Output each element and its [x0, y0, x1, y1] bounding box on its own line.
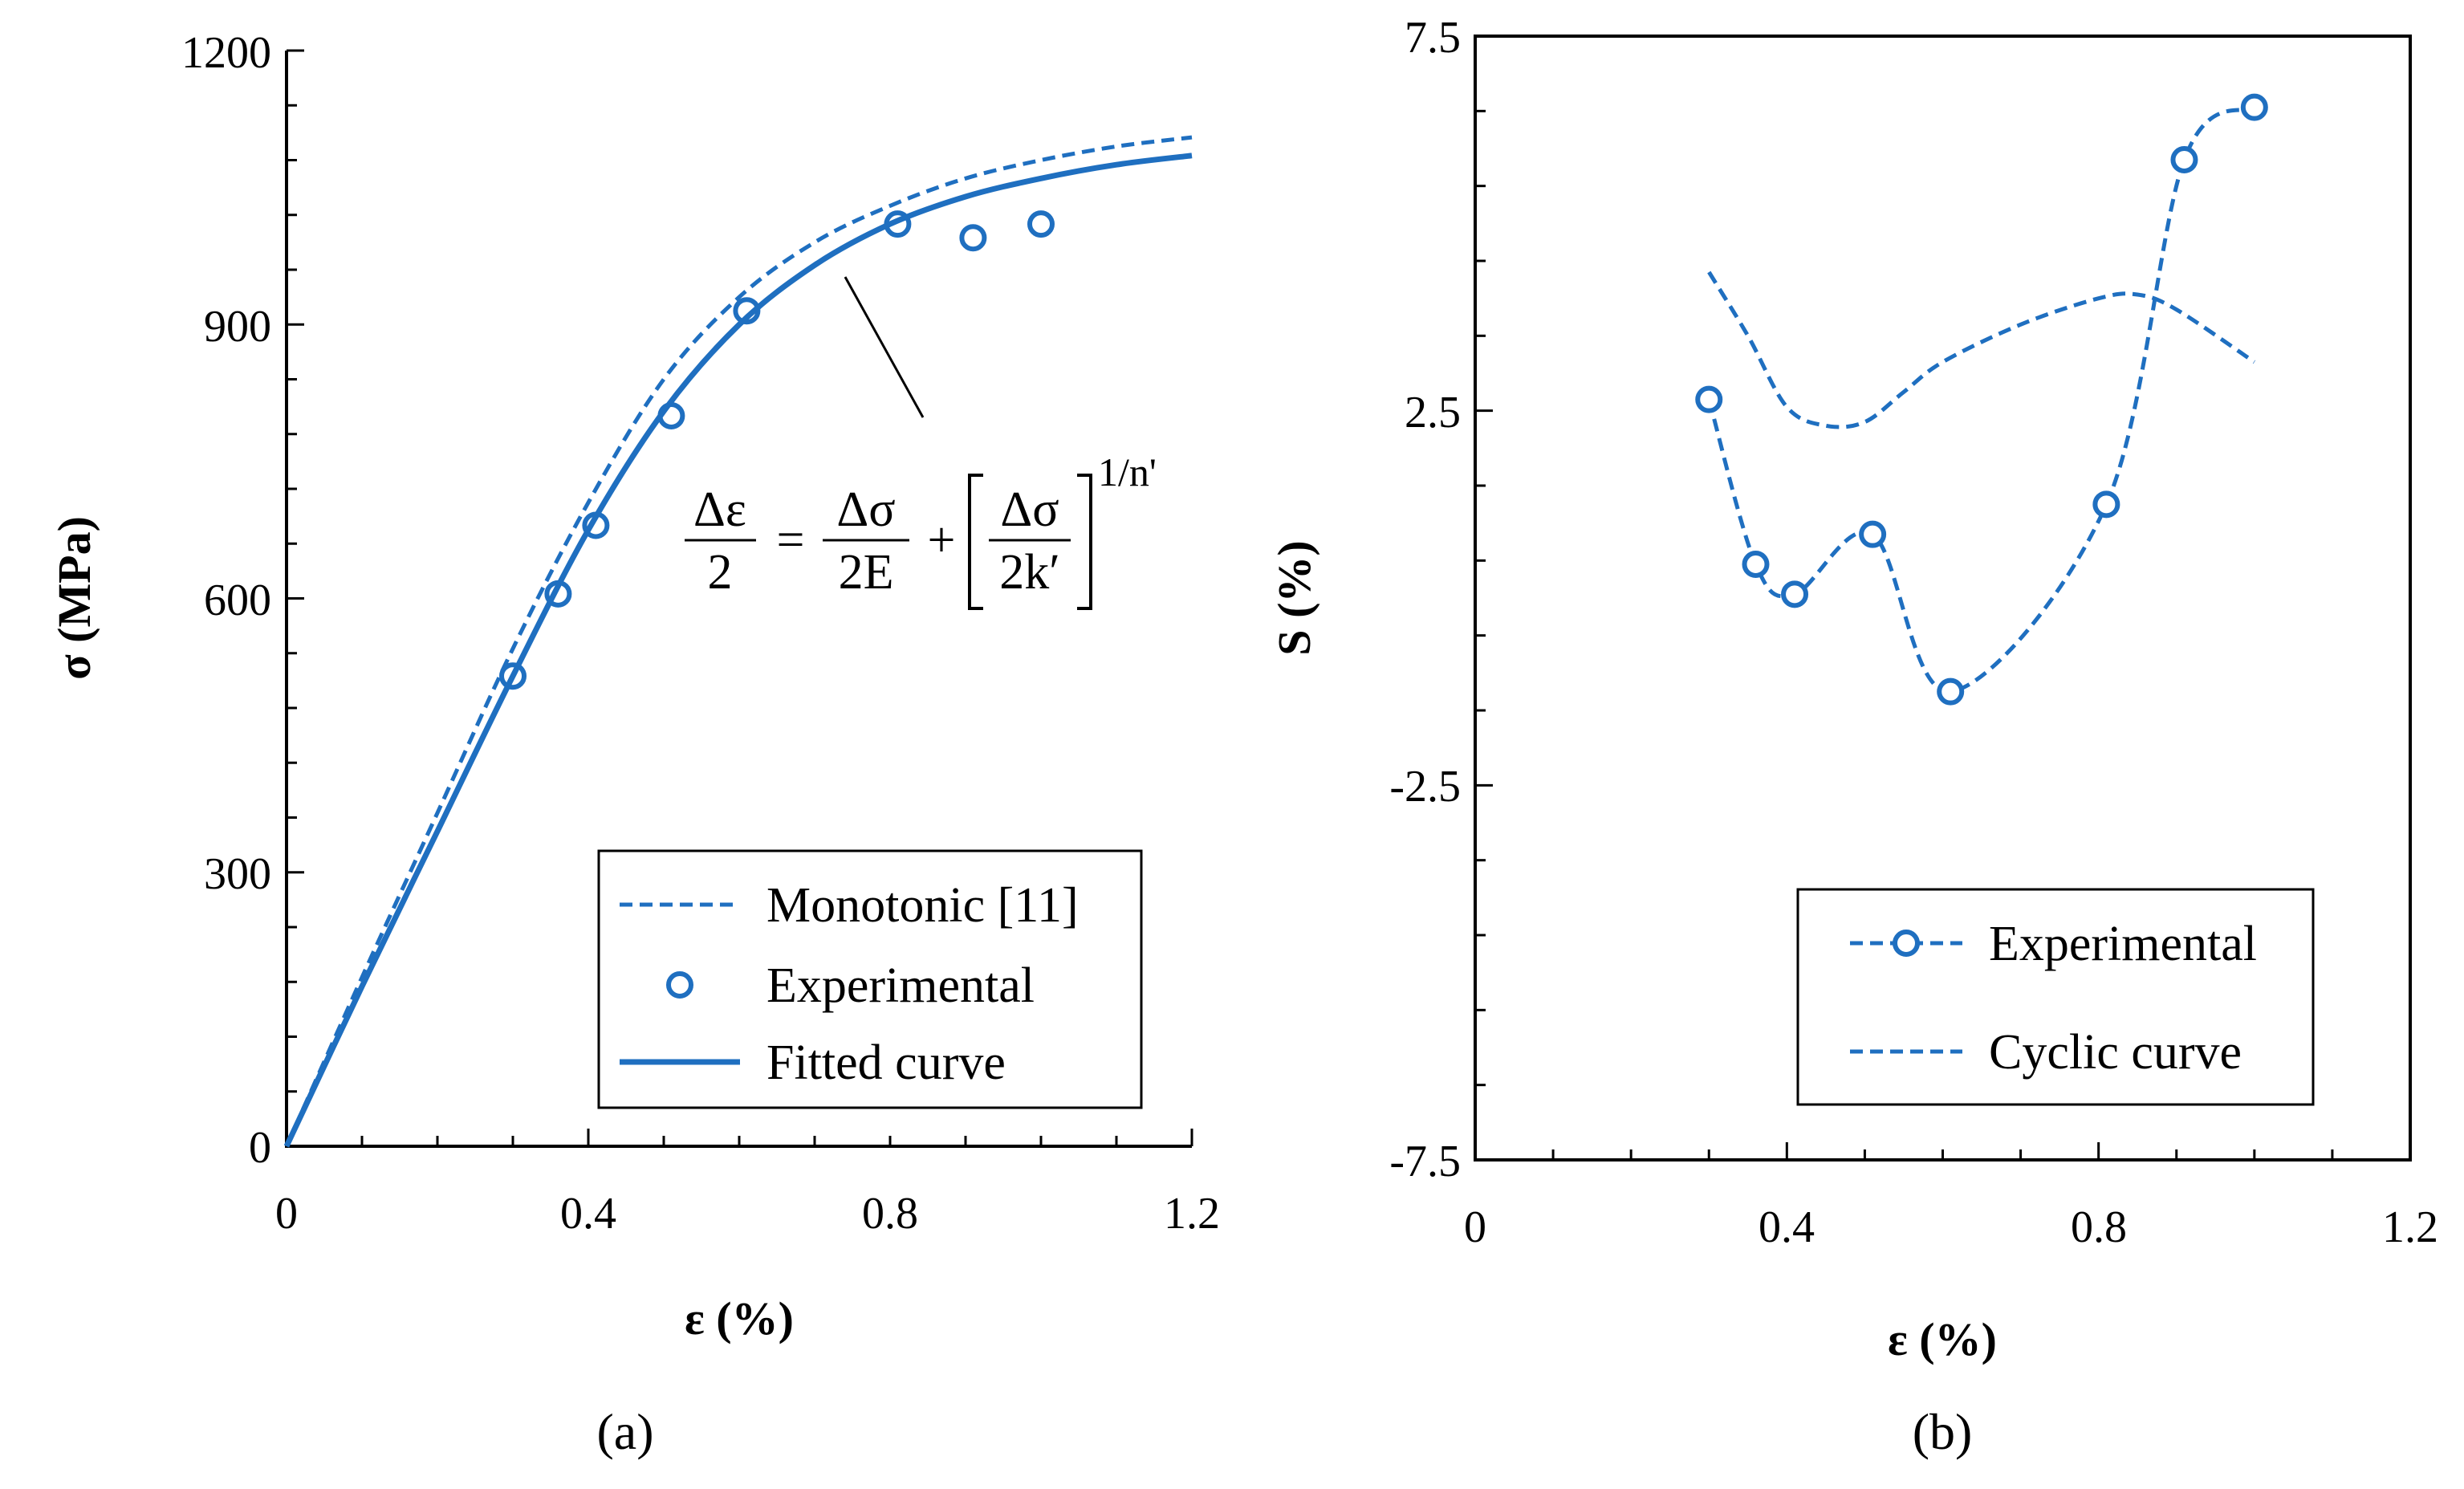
equation-plus: + [928, 513, 956, 568]
legend-b-experimental-label: Experimental [1989, 917, 2257, 971]
legend-a-fitted-label: Fitted curve [766, 1035, 1006, 1090]
chart-a-point-experimental-7 [1027, 210, 1055, 238]
chart-a-xtick-0.4: 0.4 [560, 1189, 616, 1239]
legend-b-cyclic-label: Cyclic curve [1989, 1025, 2242, 1080]
legend-a-experimental-swatch [666, 971, 693, 999]
equation: Δε 2 = Δσ 2E + Δσ 2k′ 1/n' [685, 450, 1157, 610]
equation-left-bracket [968, 474, 983, 610]
chart-b-ytick-minus2.5: -2.5 [1389, 762, 1461, 812]
chart-a-ytick-1200: 1200 [181, 28, 271, 78]
equation-lhs-numerator: Δε [693, 482, 746, 537]
chart-b-xtick-0: 0 [1464, 1202, 1486, 1252]
chart-a: 0 300 600 900 1200 0 0.4 0.8 1.2 ε (%) σ… [48, 28, 1220, 1460]
chart-b-line-cyclic-curve [1707, 271, 2256, 429]
chart-b-xtick-0.8: 0.8 [2071, 1202, 2127, 1252]
panel-label-b: (b) [1913, 1403, 1973, 1460]
chart-a-xtick-1.2: 1.2 [1164, 1189, 1220, 1239]
chart-a-point-experimental-0 [499, 662, 527, 690]
legend-b-experimental-swatch-marker [1893, 930, 1920, 957]
equation-term2-numerator: Δσ [1000, 482, 1059, 537]
chart-b-ytick-2.5: 2.5 [1405, 388, 1461, 437]
chart-b-series [1695, 93, 2268, 706]
chart-a-y-axis-title: σ (MPa) [48, 516, 100, 680]
chart-a-ytick-900: 900 [204, 302, 271, 352]
chart-b-frame [1474, 35, 2412, 1162]
chart-a-legend: Monotonic [11] Experimental Fitted curve [597, 849, 1143, 1109]
equation-leader-line [844, 276, 925, 418]
chart-b-point-experimental-7 [2240, 93, 2268, 121]
chart-a-line-monotonic-11 [284, 135, 1193, 1148]
chart-b-ytick-minus7.5: -7.5 [1389, 1137, 1461, 1186]
equation-right-bracket [1077, 474, 1092, 610]
equation-term1-denominator: 2E [839, 545, 894, 600]
chart-a-ytick-0: 0 [249, 1123, 271, 1173]
chart-a-line-fitted-curve [283, 153, 1193, 1148]
legend-a-monotonic-label: Monotonic [11] [766, 878, 1079, 933]
chart-b-y-axis-title: S (%) [1268, 540, 1320, 655]
chart-a-xtick-0.8: 0.8 [862, 1189, 918, 1239]
equation-term2-denominator: 2k′ [999, 545, 1060, 600]
chart-b-xtick-0.4: 0.4 [1759, 1202, 1815, 1252]
chart-a-xtick-0: 0 [275, 1189, 298, 1239]
chart-b-point-experimental-2 [1781, 580, 1809, 608]
chart-b-point-experimental-0 [1695, 385, 1723, 413]
chart-b-ytick-7.5: 7.5 [1405, 13, 1461, 63]
chart-b: 7.5 2.5 -2.5 -7.5 0 0.4 0.8 1.2 ε (%) S … [1268, 13, 2438, 1460]
chart-b-point-experimental-6 [2170, 146, 2198, 173]
chart-a-x-axis-title: ε (%) [685, 1292, 794, 1345]
chart-a-series [283, 135, 1193, 1148]
chart-a-ytick-600: 600 [204, 576, 271, 625]
chart-b-legend-box [1796, 888, 2315, 1106]
legend-a-experimental-label: Experimental [766, 958, 1035, 1013]
chart-b-legend: Experimental Cyclic curve [1796, 888, 2315, 1106]
chart-b-x-axis-title: ε (%) [1888, 1313, 1997, 1365]
equation-equals: = [777, 513, 805, 568]
chart-b-point-experimental-4 [1937, 677, 1965, 706]
chart-b-point-experimental-1 [1742, 551, 1770, 578]
chart-b-point-experimental-5 [2092, 490, 2120, 519]
equation-exponent: 1/n' [1098, 450, 1157, 494]
chart-b-xtick-1.2: 1.2 [2382, 1202, 2438, 1252]
chart-a-ytick-300: 300 [204, 849, 271, 899]
chart-b-point-experimental-3 [1859, 520, 1887, 548]
chart-a-point-experimental-6 [959, 224, 987, 252]
equation-term1-numerator: Δσ [836, 482, 895, 537]
equation-lhs-denominator: 2 [708, 545, 733, 600]
panel-label-a: (a) [596, 1403, 653, 1460]
